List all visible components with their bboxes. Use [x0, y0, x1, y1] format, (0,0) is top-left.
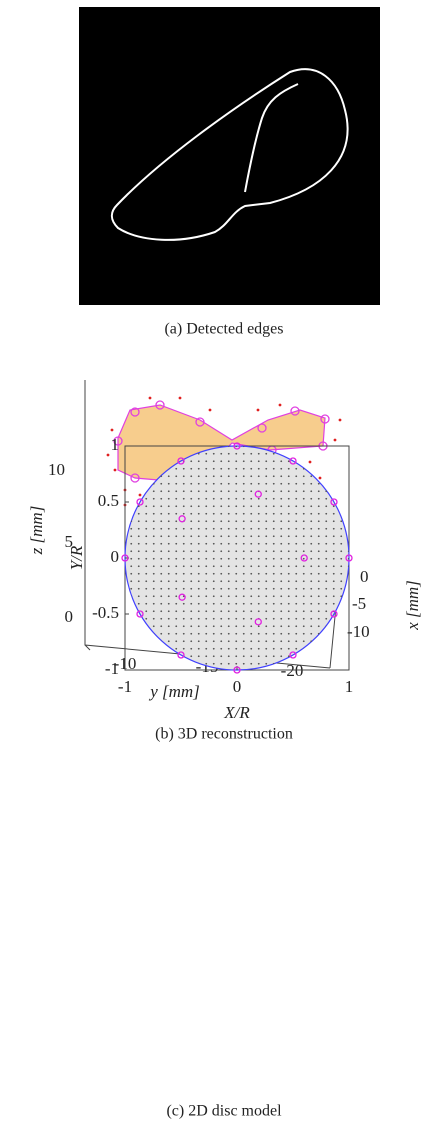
x-axis-label: X/R — [223, 703, 250, 722]
x-tick-label: -10 — [347, 622, 370, 641]
edge-image — [79, 7, 380, 305]
y-tick-label: -0.5 — [92, 603, 119, 622]
y-tick-label: 0.5 — [98, 491, 119, 510]
y-tick-label: 0 — [111, 547, 120, 566]
y-tick-label: -1 — [105, 659, 119, 678]
x-axis-label: x [mm] — [403, 580, 422, 631]
x-tick-label: -5 — [352, 594, 366, 613]
plot-disc — [125, 446, 349, 670]
z-axis-label: z [mm] — [27, 506, 46, 556]
caption: (b) 3D reconstruction — [155, 726, 293, 743]
figure: (a) Detected edges 10 5 0 z [mm] -10 -15… — [0, 0, 448, 1131]
y-axis-label: Y/R — [67, 545, 86, 570]
y-tick-label: 1 — [111, 435, 120, 454]
x-tick-label: -1 — [118, 677, 132, 696]
caption: (a) Detected edges — [164, 321, 283, 338]
grid-points — [125, 446, 349, 670]
y-axis-label: y [mm] — [148, 682, 200, 701]
z-tick-label: 0 — [65, 607, 74, 626]
x-tick-label: 0 — [233, 677, 242, 696]
caption: (c) 2D disc model — [166, 1103, 282, 1120]
z-tick-label: 10 — [48, 460, 65, 479]
x-tick-label: 1 — [345, 677, 354, 696]
x-tick-label: 0 — [360, 567, 369, 586]
